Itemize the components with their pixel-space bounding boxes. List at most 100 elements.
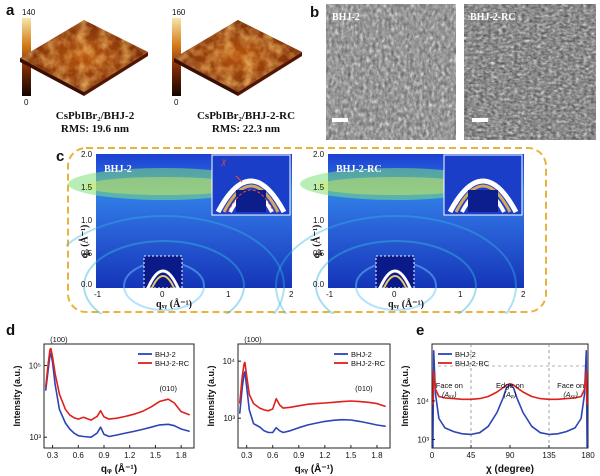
annotation-label: Face on — [436, 381, 463, 390]
afm-sample-bhj2: CsPbIBr₂/BHJ-2 — [55, 110, 135, 122]
annotation-sublabel: (Aᵩ) — [504, 392, 516, 399]
x-tick-label: 0.9 — [293, 451, 305, 460]
x-tick-label: 0.3 — [47, 451, 59, 460]
giwaxs2-ytick: 1.0 — [313, 216, 325, 225]
dashed-frame — [67, 147, 547, 313]
series-line-bhj-2-rc — [432, 370, 588, 405]
giwaxs2-xtick: -1 — [326, 290, 334, 299]
x-tick-label: 0.3 — [241, 451, 253, 460]
y-tick-label: 10⁴ — [417, 397, 430, 406]
panel-a: 140 0 160 0 CsPbIBr₂/BHJ-2 RMS: 19.6 nm … — [0, 0, 306, 145]
x-tick-label: 0.6 — [267, 451, 279, 460]
afm-caption-bhj2: CsPbIBr₂/BHJ-2 RMS: 19.6 nm — [40, 110, 150, 136]
panel-c: BHJ-2 BHJ-2-RC χ 2.0 1.5 1.0 0.5 0.0 -1 … — [43, 146, 548, 357]
y-tick-label: 10³ — [29, 433, 41, 442]
annotation-label: (010) — [160, 384, 178, 393]
giwaxs2-ytick: 0.0 — [313, 280, 325, 289]
panel-label-a: a — [6, 2, 15, 19]
x-tick-label: 180 — [581, 451, 595, 460]
giwaxs1-xtick: -1 — [94, 290, 102, 299]
x-tick-label: 1.8 — [176, 451, 188, 460]
chart-2: 0 45 90 135 180 10³ 10⁴ χ (degree) Intensity (a.… — [400, 343, 595, 475]
giwaxs1-xlabel: qₓᵧ (Å⁻¹) — [156, 299, 192, 310]
giwaxs-label-bhj2rc: BHJ-2-RC — [336, 164, 382, 175]
series-line-bhj-2-rc — [238, 361, 386, 412]
annotation-sublabel: (Aₓᵧ) — [442, 392, 457, 399]
annotation-label: (100) — [244, 335, 262, 344]
sem-image-bhj2 — [326, 4, 456, 140]
x-tick-label: 1.5 — [345, 451, 357, 460]
scale-bar-bhj2rc — [472, 118, 488, 122]
y-axis-label: Intensity (a.u.) — [206, 365, 216, 426]
panel-b: BHJ-2 BHJ-2-RC — [326, 4, 596, 142]
x-axis-label: χ (degree) — [486, 464, 534, 475]
panel-label-d: d — [6, 322, 16, 339]
giwaxs1-xtick: 1 — [226, 290, 231, 299]
giwaxs2-xtick: 0 — [392, 290, 397, 299]
panel-label-e: e — [416, 322, 425, 339]
afm-edge-bhj2-left — [20, 58, 84, 96]
series-line-bhj-2 — [44, 352, 190, 438]
colorbar-1-min: 0 — [24, 98, 29, 107]
afm-texture-bhj2rc — [174, 20, 302, 92]
chart-frame — [43, 343, 195, 449]
x-tick-label: 135 — [542, 451, 556, 460]
afm-rms-bhj2: RMS: 19.6 nm — [60, 123, 130, 135]
x-tick-label: 1.8 — [371, 451, 383, 460]
afm-graphics — [20, 18, 302, 96]
afm-rms-bhj2rc: RMS: 22.3 nm — [211, 123, 281, 135]
y-axis-label: Intensity (a.u.) — [12, 365, 22, 426]
giwaxs-pattern-bhj2rc — [275, 154, 524, 357]
scale-bar-bhj2 — [332, 118, 348, 122]
giwaxs1-xtick: 0 — [160, 290, 165, 299]
colorbar-2-max: 160 — [172, 8, 186, 17]
y-tick-label: 10⁵ — [29, 362, 41, 371]
giwaxs1-ytick: 1.0 — [81, 216, 93, 225]
chart-0: 0.3 0.6 0.9 1.2 1.5 1.8 10³ 10⁵ qᵩ (Å⁻¹) Intensit… — [12, 335, 195, 475]
giwaxs1-ytick: 0.0 — [81, 280, 93, 289]
afm-edge-bhj2rc-left — [174, 58, 238, 96]
afm-caption-bhj2rc: CsPbIBr₂/BHJ-2-RC RMS: 22.3 nm — [186, 110, 306, 136]
x-tick-label: 1.2 — [124, 451, 136, 460]
giwaxs2-ytick: 1.5 — [313, 183, 325, 192]
panel-label-b: b — [310, 4, 320, 21]
legend-label: BHJ-2 — [155, 350, 176, 359]
x-tick-label: 0.6 — [73, 451, 85, 460]
legend-label: BHJ-2 — [351, 350, 372, 359]
x-axis-label: qᵩ (Å⁻¹) — [101, 462, 137, 475]
colorbar-2-min: 0 — [174, 98, 179, 107]
panel-label-c: c — [56, 148, 65, 165]
colorbar-1-max: 140 — [22, 8, 36, 17]
line-charts: 0.3 0.6 0.9 1.2 1.5 1.8 10³ 10⁵ qᵩ (Å⁻¹) Intensit… — [12, 335, 595, 475]
sem-label-bhj2: BHJ-2 — [332, 12, 360, 23]
giwaxs-pattern-bhj2 — [43, 154, 292, 357]
giwaxs1-ytick: 2.0 — [81, 150, 93, 159]
x-tick-label: 1.5 — [150, 451, 162, 460]
sem-graphics — [326, 4, 596, 140]
x-tick-label: 0.9 — [98, 451, 110, 460]
afm-edge-bhj2rc-right — [238, 52, 302, 96]
series-line-bhj-2 — [432, 349, 588, 449]
giwaxs2-ylabel-text: qᵩ (Å⁻¹) — [311, 224, 323, 259]
afm-texture-bhj2 — [20, 20, 148, 92]
y-tick-label: 10³ — [223, 414, 235, 423]
annotation-label: Face on — [557, 381, 584, 390]
afm-edge-bhj2-right — [84, 52, 148, 96]
sem-image-bhj2rc — [464, 4, 596, 140]
x-tick-label: 90 — [506, 451, 515, 460]
giwaxs2-xtick: 2 — [521, 290, 526, 299]
giwaxs1-xtick: 2 — [289, 290, 294, 299]
x-tick-label: 0 — [430, 451, 435, 460]
giwaxs2-xtick: 1 — [458, 290, 463, 299]
series-line-bhj-2-rc — [44, 347, 190, 421]
annotation-label: (100) — [50, 335, 68, 344]
legend-label: BHJ-2-RC — [155, 359, 190, 368]
legend-label: BHJ-2-RC — [351, 359, 386, 368]
chi-symbol: χ — [222, 156, 226, 166]
x-axis-label: qₓᵧ (Å⁻¹) — [295, 462, 334, 475]
x-tick-label: 1.2 — [319, 451, 331, 460]
annotation-label: Edge on — [496, 381, 524, 390]
giwaxs2-xlabel: qₓᵧ (Å⁻¹) — [388, 299, 424, 310]
sem-label-bhj2rc: BHJ-2-RC — [470, 12, 516, 23]
legend-label: BHJ-2 — [455, 350, 476, 359]
